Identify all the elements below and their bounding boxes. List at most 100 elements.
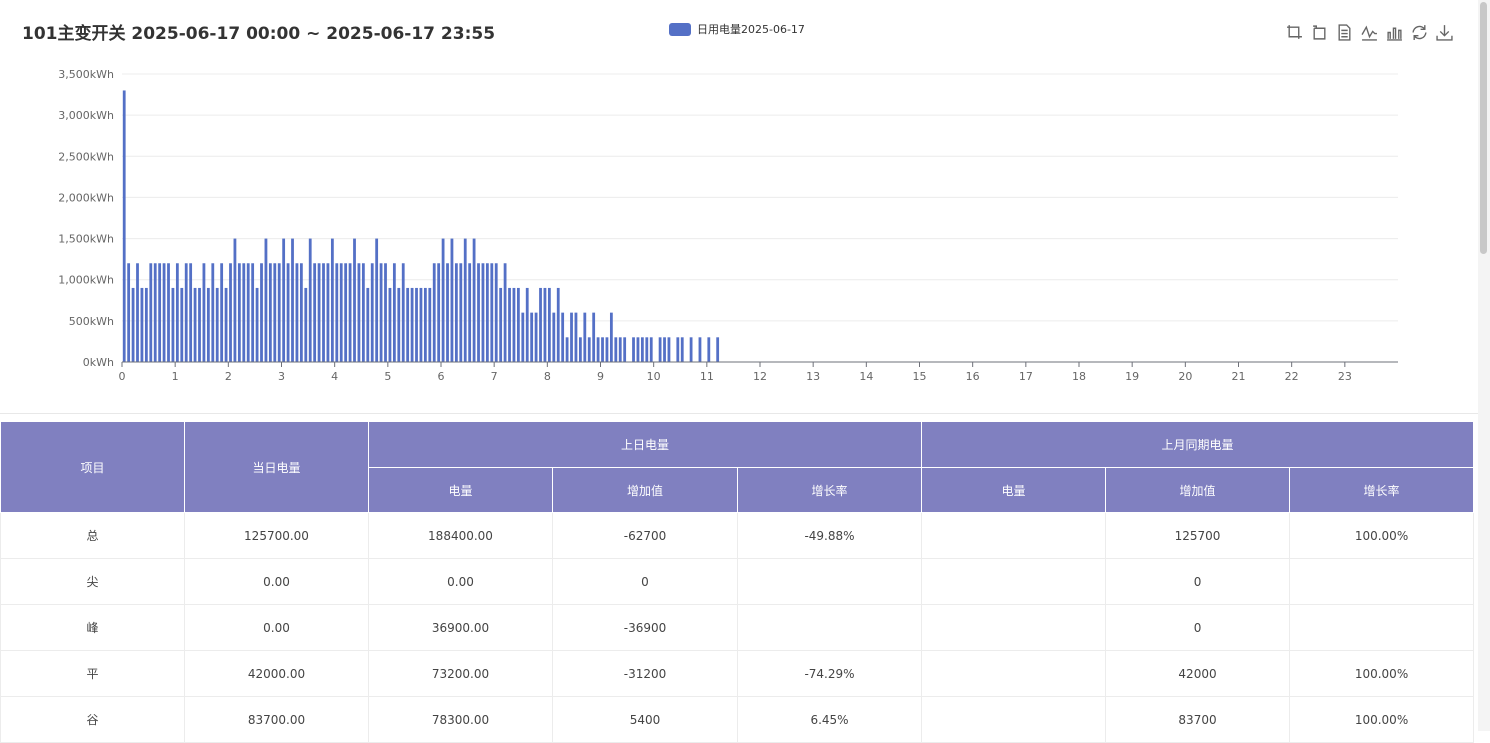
download-icon[interactable] (1434, 22, 1454, 42)
page-title: 101主变开关 2025-06-17 00:00 ~ 2025-06-17 23… (22, 24, 496, 44)
bar (330, 238, 334, 362)
bar (175, 263, 179, 362)
cell-pm-energy (921, 512, 1107, 559)
cell-today: 83700.00 (184, 696, 369, 743)
bar (574, 312, 578, 362)
y-tick-label: 0kWh (83, 356, 114, 369)
header-pm-increase: 增加值 (1105, 467, 1291, 513)
bar (605, 337, 609, 362)
bar (716, 337, 720, 362)
bar (494, 263, 498, 362)
y-tick-label: 3,000kWh (58, 109, 114, 122)
bar (295, 263, 299, 362)
cell-pd-energy: 73200.00 (368, 650, 553, 697)
bar (499, 287, 503, 362)
bar (472, 238, 476, 362)
bar (291, 238, 294, 362)
cell-pm-energy (921, 650, 1107, 697)
chart-legend[interactable]: 日用电量2025-06-17 (669, 21, 805, 37)
cell-today: 42000.00 (184, 650, 369, 697)
bar (180, 287, 184, 362)
bar (680, 337, 684, 362)
table-row: 总 125700.00 188400.00 -62700 -49.88% 125… (0, 512, 1475, 559)
bar (632, 337, 635, 362)
bar (299, 263, 303, 362)
bar (508, 287, 511, 362)
header-pm-energy: 电量 (921, 467, 1107, 513)
cell-pd-energy: 188400.00 (368, 512, 553, 559)
bar (348, 263, 352, 362)
bar (401, 263, 405, 362)
y-tick-label: 500kWh (69, 315, 114, 328)
legend-label: 日用电量2025-06-17 (697, 23, 805, 36)
bar (335, 263, 339, 362)
bar (122, 90, 126, 363)
bar (645, 337, 649, 362)
data-view-icon[interactable] (1334, 22, 1354, 42)
cell-pm-energy (921, 696, 1107, 743)
zoom-reset-icon[interactable] (1309, 22, 1329, 42)
cell-pm-increase: 42000 (1105, 650, 1291, 697)
bar (246, 263, 250, 362)
bar (304, 287, 308, 362)
bar (601, 337, 604, 362)
x-tick-label: 16 (966, 370, 980, 383)
cell-item: 总 (0, 512, 185, 559)
cell-pd-energy: 0.00 (368, 558, 553, 605)
bar (392, 263, 396, 362)
scrollbar-thumb[interactable] (1480, 2, 1487, 254)
bar (459, 263, 463, 362)
y-tick-label: 1,500kWh (58, 233, 114, 246)
bar (127, 263, 131, 362)
bar (171, 287, 175, 362)
bar (264, 238, 268, 362)
bar (547, 287, 551, 362)
bar (158, 263, 162, 362)
bar (308, 238, 312, 362)
header-pd-energy: 电量 (368, 467, 553, 513)
bar (379, 263, 383, 362)
bar (277, 263, 281, 362)
bar (189, 263, 193, 362)
bar (503, 263, 507, 362)
cell-pd-increase: -36900 (552, 604, 738, 651)
bar (640, 337, 644, 362)
bar (614, 337, 618, 362)
bar (268, 263, 272, 362)
cell-pm-increase: 83700 (1105, 696, 1291, 743)
bar (317, 263, 321, 362)
x-tick-label: 22 (1285, 370, 1299, 383)
bar (689, 337, 693, 362)
cell-item: 峰 (0, 604, 185, 651)
bar (131, 287, 135, 362)
bar (406, 287, 410, 362)
bar (432, 263, 436, 362)
x-tick-label: 18 (1072, 370, 1086, 383)
bar-chart: 0kWh 500kWh 1,000kWh 1,500kWh 2,000kWh 2,500k… (58, 68, 1398, 383)
cell-pd-increase: 5400 (552, 696, 738, 743)
line-chart-icon[interactable] (1359, 22, 1379, 42)
bar (153, 263, 157, 362)
cell-item: 谷 (0, 696, 185, 743)
bar (561, 312, 565, 362)
bar (437, 263, 441, 362)
bar (397, 287, 401, 362)
bar (162, 263, 166, 362)
restore-icon[interactable] (1409, 22, 1429, 42)
cell-pd-energy: 36900.00 (368, 604, 553, 651)
bar (211, 263, 215, 362)
zoom-icon[interactable] (1284, 22, 1304, 42)
bar (313, 263, 317, 362)
bar (592, 312, 596, 362)
bar (233, 238, 237, 362)
cell-pm-growth (1289, 604, 1475, 651)
bar (184, 263, 188, 362)
x-tick-label: 7 (491, 370, 498, 383)
bar (224, 287, 228, 362)
x-tick-label: 14 (859, 370, 873, 383)
page-scrollbar[interactable] (1478, 0, 1490, 731)
bar (198, 287, 201, 362)
bar-chart-icon[interactable] (1384, 22, 1404, 42)
cell-pm-growth: 100.00% (1289, 696, 1475, 743)
bar (255, 287, 259, 362)
